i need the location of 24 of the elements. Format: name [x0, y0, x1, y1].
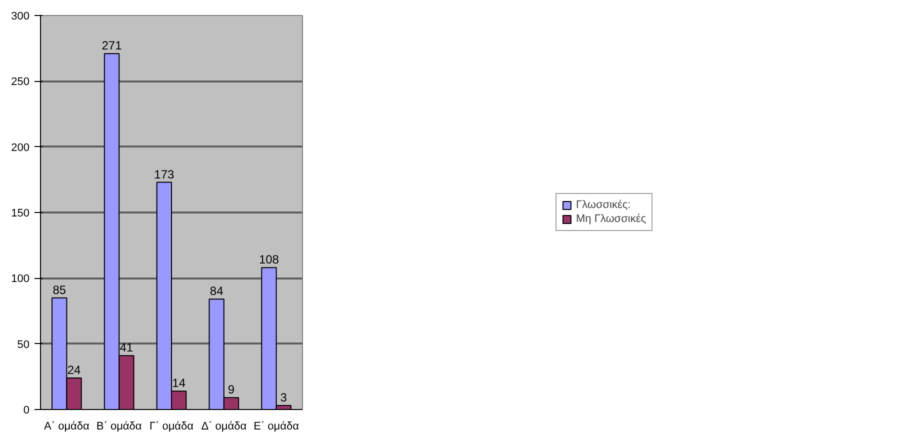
y-tick-label: 200 — [11, 142, 30, 154]
data-label: 3 — [280, 390, 288, 405]
x-tick-label: Ε΄ ομάδα — [254, 420, 300, 432]
y-tick-label: 250 — [11, 76, 30, 88]
x-tick-label: Β΄ ομάδα — [96, 420, 142, 432]
data-label: 173 — [154, 167, 174, 182]
data-label: 41 — [120, 340, 134, 355]
y-tick-label: 300 — [11, 10, 30, 22]
x-tick-label: Γ΄ ομάδα — [149, 420, 194, 432]
y-tick-label: 50 — [17, 338, 30, 351]
data-label: 271 — [102, 38, 122, 53]
y-tick-label: 150 — [11, 208, 30, 220]
data-label: 108 — [258, 252, 280, 267]
y-tick-label: 100 — [11, 273, 30, 286]
data-label: 14 — [172, 376, 186, 390]
x-tick-label: Δ΄ ομάδα — [201, 420, 248, 432]
data-label: 85 — [52, 282, 66, 297]
legend-label: Μη Γλωσσικές — [576, 213, 646, 225]
data-label: 24 — [67, 362, 82, 377]
x-tick-label: Α΄ ομάδα — [44, 420, 90, 432]
data-label: 84 — [210, 284, 224, 298]
data-label: 9 — [228, 382, 235, 397]
y-tick-label: 0 — [23, 404, 30, 416]
legend-label: Γλωσσικές: — [576, 199, 631, 211]
